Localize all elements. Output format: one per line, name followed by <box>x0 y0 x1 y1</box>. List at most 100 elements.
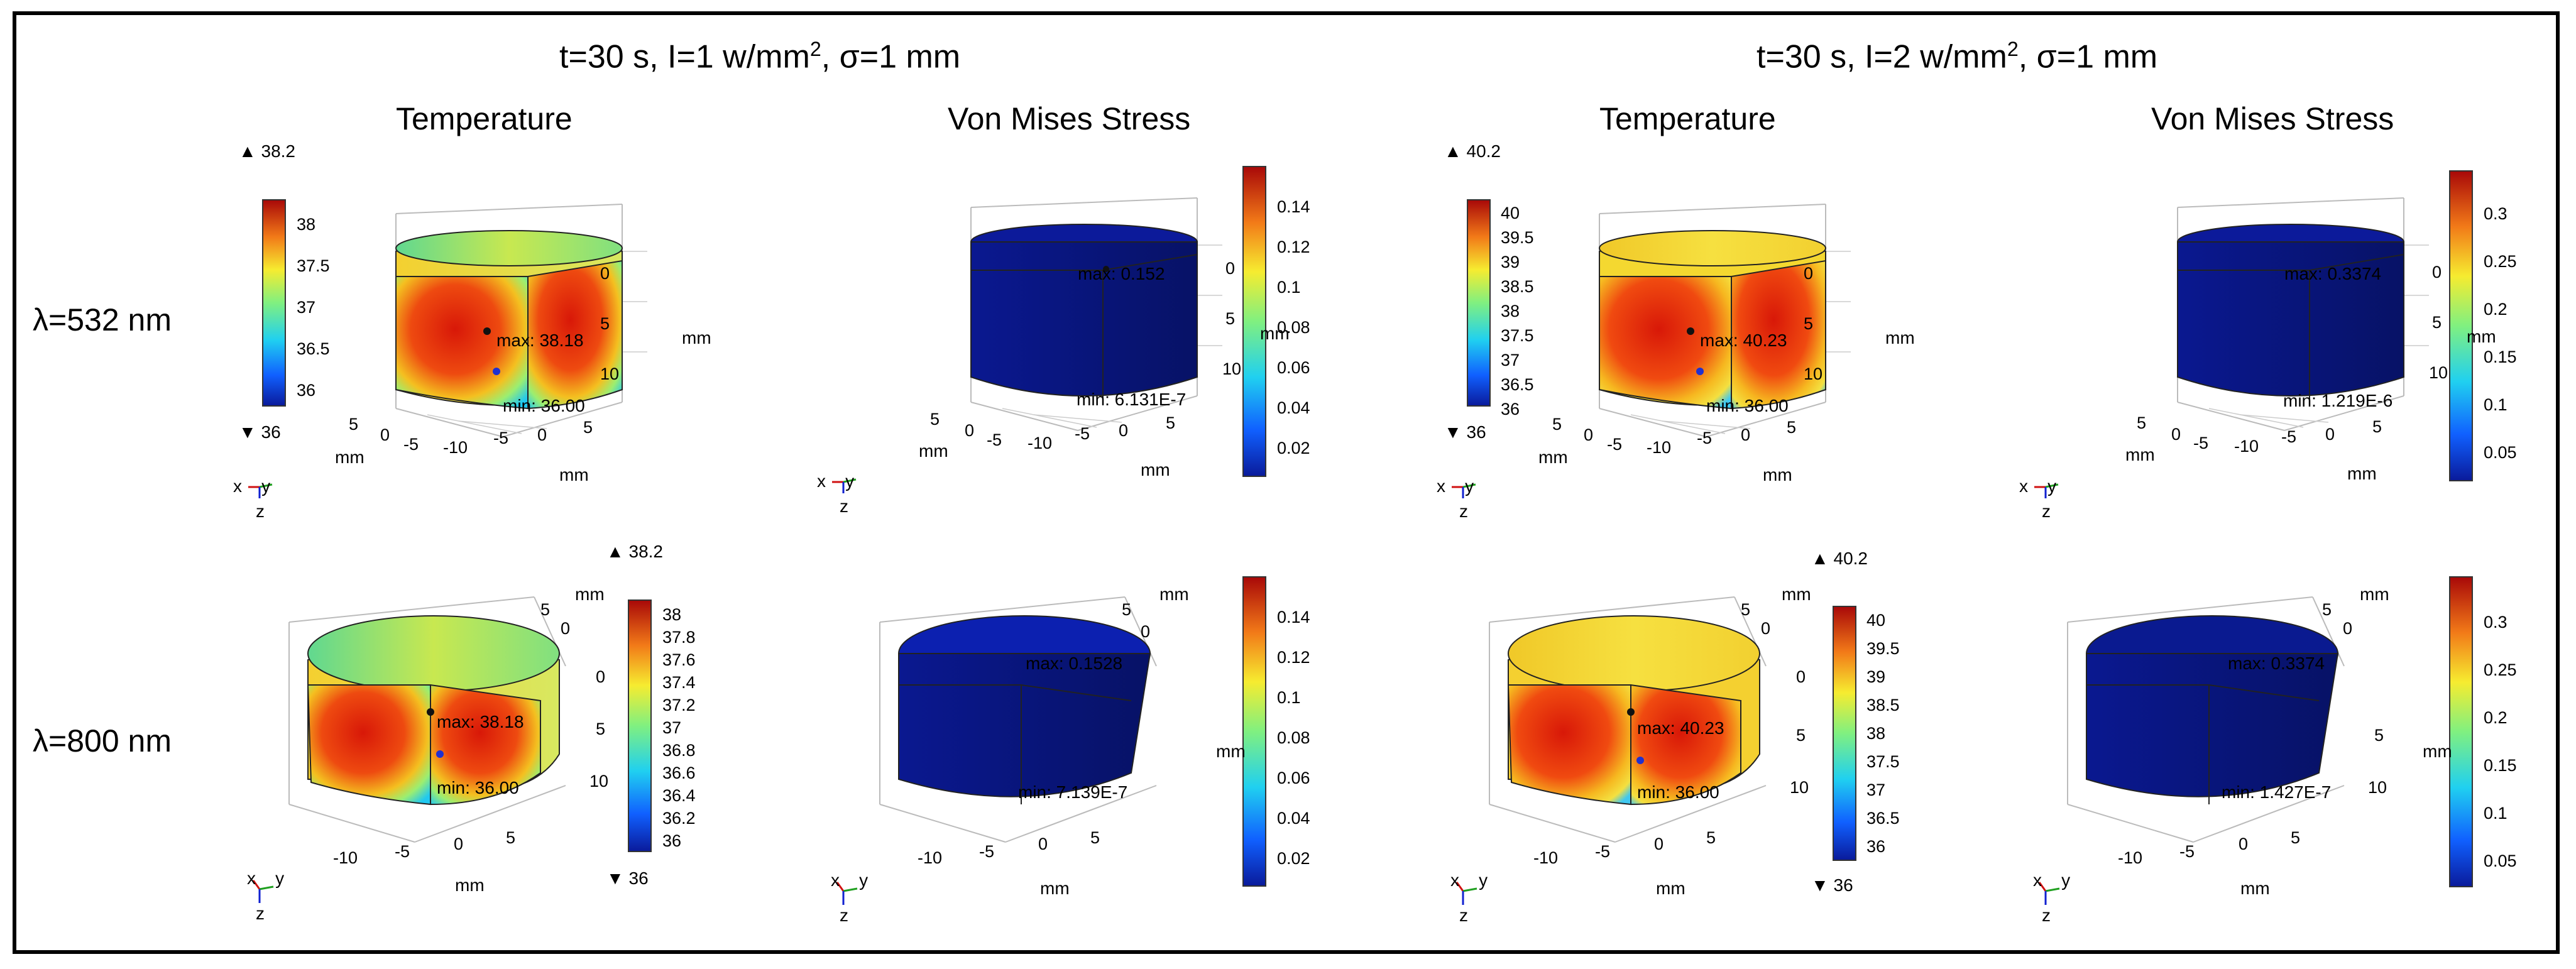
min-label: min: 36.00 <box>437 778 519 797</box>
triad-label-z: z <box>2042 906 2051 925</box>
panel-temp-800-i1 <box>288 596 566 843</box>
axis-unit: mm <box>1040 879 1070 898</box>
axis-tick: -10 <box>1647 438 1672 457</box>
figure-frame <box>13 11 2560 954</box>
max-label: max: 38.18 <box>437 712 524 731</box>
triad-labels: x y <box>2033 870 2071 890</box>
axis-tick: 0 <box>380 425 390 444</box>
colorbar-p11 <box>262 199 286 407</box>
panel-temp-532-i1 <box>395 204 648 437</box>
axis-tick: 5 <box>583 418 593 437</box>
axis-tick: 5 <box>540 600 551 619</box>
axis-tick: 0 <box>2171 425 2181 444</box>
axis-unit: mm <box>919 441 948 461</box>
colorbar-p12 <box>1242 166 1266 477</box>
axis-tick: -10 <box>443 438 468 457</box>
triad-label-z: z <box>2042 501 2051 521</box>
axis-unit: mm <box>1885 328 1915 348</box>
col-title-stress-1: Von Mises Stress <box>948 101 1191 136</box>
triad-labels: x y <box>817 471 855 491</box>
max-label: max: 38.18 <box>496 331 584 350</box>
min-label: min: 1.219E-6 <box>2283 391 2393 410</box>
axis-tick: 5 <box>1552 415 1562 434</box>
axis-tick: 5 <box>1741 600 1751 619</box>
axis-tick: 0 <box>965 421 975 440</box>
colorbar-ticks: 0.3 0.25 0.2 0.15 0.1 0.05 <box>2484 204 2517 462</box>
axis-tick: 5 <box>2372 417 2382 436</box>
axis-tick: 0 <box>2432 263 2442 282</box>
panel-stress-532-i2 <box>2177 197 2430 431</box>
axis-tick: 10 <box>600 364 620 383</box>
axis-tick: 10 <box>1804 364 1823 383</box>
axis-tick: 5 <box>2432 313 2442 332</box>
min-marker <box>493 368 500 375</box>
triad-labels: x y <box>1437 476 1474 496</box>
axis-tick: 10 <box>2368 778 2387 797</box>
axis-unit: mm <box>2347 464 2377 483</box>
axis-tick: -10 <box>333 848 358 867</box>
group-title-2: t=30 s, I=2 w/mm2, σ=1 mm <box>1757 38 2158 75</box>
col-title-temperature-1: Temperature <box>396 101 573 136</box>
panel-temp-532-i2 <box>1599 204 1851 437</box>
colorbar-ticks: 0.14 0.12 0.1 0.08 0.06 0.04 0.02 <box>1277 197 1310 457</box>
min-label: min: 36.00 <box>503 396 585 415</box>
axis-tick: 10 <box>1222 359 1242 378</box>
colorbar-p22 <box>1242 576 1266 887</box>
axis-tick: 10 <box>2429 363 2448 382</box>
colorbar-p21 <box>628 599 652 852</box>
axis-tick: 5 <box>2374 726 2384 745</box>
axis-triad-icon <box>2034 483 2059 498</box>
axis-tick: 0 <box>1761 619 1771 638</box>
axis-tick: -5 <box>395 842 410 861</box>
axis-tick: 0 <box>596 667 606 686</box>
triad-labels: x y <box>1450 870 1488 890</box>
axis-tick: 5 <box>600 314 610 333</box>
colorbar-p24 <box>2449 576 2473 887</box>
axis-triad-icon <box>248 483 273 498</box>
axis-tick: 5 <box>1706 828 1716 847</box>
axis-tick: 0 <box>1584 425 1594 444</box>
axis-tick: 5 <box>2137 413 2147 432</box>
axis-unit: mm <box>1260 324 1290 343</box>
axis-unit: mm <box>1538 447 1568 467</box>
axis-tick: -10 <box>1533 848 1559 867</box>
axis-tick: -5 <box>2281 427 2297 446</box>
axis-unit: mm <box>455 875 485 895</box>
colorbar-ticks: 40 39.5 39 38.5 38 37.5 37 36.5 36 <box>1501 204 1534 419</box>
axis-unit: mm <box>1656 879 1685 898</box>
axis-tick: -10 <box>1028 434 1053 452</box>
axis-tick: 5 <box>2291 828 2301 847</box>
colorbar-p13 <box>1467 199 1491 407</box>
range-min-label: ▼ 36 <box>1811 875 1853 895</box>
axis-tick: 5 <box>1122 600 1132 619</box>
axis-tick: -10 <box>2118 848 2143 867</box>
range-min-label: ▼ 36 <box>239 422 281 442</box>
axis-tick: -5 <box>1075 424 1090 443</box>
axis-unit: mm <box>2423 742 2452 761</box>
colorbar-ticks: 38 37.8 37.6 37.4 37.2 37 36.8 36.6 36.4 36.2 36 <box>662 605 696 850</box>
axis-triad-icon <box>836 882 858 905</box>
max-label: max: 0.3374 <box>2284 264 2382 283</box>
triad-label-z: z <box>256 501 265 521</box>
colorbar-ticks: 40 39.5 39 38.5 38 37.5 37 36.5 36 <box>1866 611 1900 856</box>
axis-tick: 5 <box>930 410 940 429</box>
axis-unit: mm <box>2125 445 2155 464</box>
triad-label-z: z <box>840 906 848 925</box>
triad-labels: x y <box>2019 476 2057 496</box>
axis-tick: 5 <box>1225 309 1236 328</box>
triad-labels: x y <box>247 868 285 888</box>
axis-tick: -5 <box>1595 842 1611 861</box>
min-label: min: 7.139E-7 <box>1018 782 1128 802</box>
max-label: max: 0.152 <box>1078 264 1165 283</box>
axis-unit: mm <box>1782 584 1811 604</box>
axis-tick: 0 <box>1796 667 1806 686</box>
axis-tick: 0 <box>454 835 464 853</box>
axis-tick: -5 <box>1607 435 1623 454</box>
axis-tick: 0 <box>537 425 547 444</box>
axis-tick: 10 <box>589 772 609 791</box>
axis-tick: 5 <box>2322 600 2332 619</box>
axis-unit: mm <box>335 447 364 467</box>
triad-label-z: z <box>1459 501 1468 521</box>
range-max-label: ▲ 38.2 <box>606 542 663 561</box>
panel-stress-532-i1 <box>970 197 1223 431</box>
